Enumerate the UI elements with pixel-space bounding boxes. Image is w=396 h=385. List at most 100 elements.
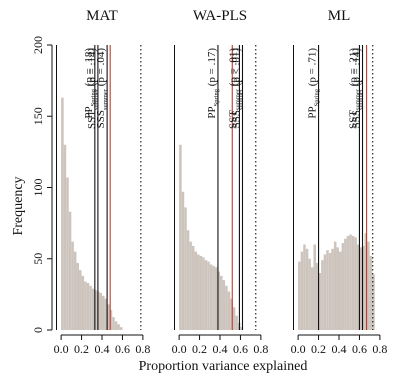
annotation-subscript: summer (354, 88, 361, 110)
line-annotation-sss: SSSsummer (p < .01) (230, 48, 244, 129)
histogram-bar (191, 245, 195, 330)
annotation-variable: PP (307, 106, 319, 118)
y-axis-title: Frequency (11, 176, 26, 235)
histogram-bar (102, 295, 105, 330)
annotation-p-value: (p = .17) (206, 48, 218, 89)
histogram-bar (362, 245, 365, 330)
histogram-bar (303, 244, 306, 330)
x-tick-label: 0.2 (74, 342, 89, 356)
histogram-bar (104, 298, 108, 330)
annotation-subscript: Spring (213, 88, 220, 106)
line-annotation-sss: SSSsummer (p = .14) (351, 48, 365, 129)
histogram-bar (349, 234, 352, 330)
histogram-bar (369, 255, 373, 330)
histogram-bar (73, 251, 77, 330)
histogram-bar (189, 241, 192, 330)
line-annotation-sst: SSTsummer (p = .21) (347, 48, 361, 129)
histogram-bar (204, 260, 208, 330)
histogram-bar (222, 280, 226, 330)
annotation-p-value: (p = .14) (86, 48, 98, 89)
line-annotation-sss: SSSsummer (p = .04) (95, 48, 109, 129)
histogram-bar (300, 251, 304, 330)
histogram-bar (212, 265, 215, 330)
histogram-bar (240, 327, 243, 330)
histogram-bar (199, 255, 203, 330)
histogram-bar (316, 263, 319, 330)
histogram-bar (372, 274, 375, 330)
x-tick-label: 0.8 (135, 342, 150, 356)
histogram-bar (68, 211, 72, 330)
histogram-bar (194, 251, 197, 330)
histogram-bar (339, 251, 342, 330)
x-tick-label: 0.4 (332, 342, 347, 356)
y-axis: 0 50 100 150 200 (31, 36, 53, 333)
annotation-subscript: summer (93, 88, 100, 110)
histogram-bar (63, 144, 67, 330)
histogram-bar (227, 291, 231, 330)
histogram-bar (181, 191, 185, 330)
line-annotation-pp: PPSpring (p = .18) (83, 48, 97, 119)
histogram-bar (323, 254, 327, 330)
histogram-bar (356, 244, 360, 330)
annotation-subscript: summer (102, 88, 109, 110)
histogram-bar (326, 250, 329, 330)
x-tick-label: 0.8 (372, 342, 387, 356)
histogram-bar (209, 264, 213, 330)
histogram-bar (305, 248, 309, 330)
annotation-variable: PP (206, 106, 218, 118)
histogram-bar (341, 243, 345, 330)
x-axis-title: Proportion variance explained (139, 359, 308, 374)
histogram-bar (298, 261, 301, 330)
histogram-bar (321, 260, 324, 330)
x-tick-label: 0.2 (311, 342, 326, 356)
annotation-variable: SST (347, 110, 359, 129)
histogram-bar (331, 248, 334, 330)
histogram-bar (344, 238, 347, 330)
x-tick-label: 0.4 (213, 342, 228, 356)
x-tick-label: 0.4 (95, 342, 110, 356)
histogram-bar (66, 177, 69, 330)
panel-title: MAT (86, 8, 118, 24)
panel-title: ML (328, 8, 351, 24)
histogram-bar (354, 237, 357, 330)
histogram-bar (346, 235, 350, 330)
histogram-bar (364, 233, 368, 330)
line-annotation-pp: PPSpring (p = .17) (206, 48, 220, 119)
histogram-bar (367, 241, 370, 330)
histogram-bar (81, 275, 85, 330)
histogram-bar (186, 230, 190, 330)
annotation-variable: SSS (95, 110, 107, 128)
y-tick-label: 0 (31, 327, 45, 333)
line-annotation-sst: SSTsummer (p = .14) (86, 48, 100, 129)
histogram-bar (232, 307, 236, 330)
histogram-bar (61, 97, 64, 330)
histogram-bar (217, 271, 220, 330)
annotation-subscript: summer (234, 88, 241, 110)
x-tick-label: 0.8 (253, 342, 268, 356)
annotation-variable: SST (227, 110, 239, 129)
histogram-bar (76, 263, 79, 330)
annotation-p-value: (p = .14) (351, 48, 363, 89)
histogram-bar (328, 253, 332, 330)
x-tick-label: 0.6 (352, 342, 367, 356)
histogram-bar (107, 304, 110, 330)
histogram-bar (220, 275, 223, 330)
annotation-variable: SSS (230, 110, 242, 128)
annotation-p-value: (p = .21) (347, 48, 359, 89)
annotation-variable: SST (86, 110, 98, 129)
panel-wa-pls: WA-PLS PPSpring (p = .17) SSTsummer (p = .… (172, 8, 269, 356)
annotation-p-value: (p = .71) (307, 48, 319, 89)
x-tick-label: 0.0 (54, 342, 69, 356)
line-annotation-pp: PPSpring (p = .71) (307, 48, 321, 119)
histogram-bar (318, 273, 322, 330)
annotation-subscript: Spring (90, 88, 97, 106)
annotation-p-value: (p = .04) (95, 48, 107, 89)
y-tick-label: 150 (31, 107, 45, 125)
histogram-bar (359, 247, 362, 330)
histogram-bar (336, 247, 339, 330)
annotation-subscript: Spring (314, 88, 321, 106)
histogram-bar (114, 321, 118, 330)
histogram-bar (112, 317, 115, 330)
